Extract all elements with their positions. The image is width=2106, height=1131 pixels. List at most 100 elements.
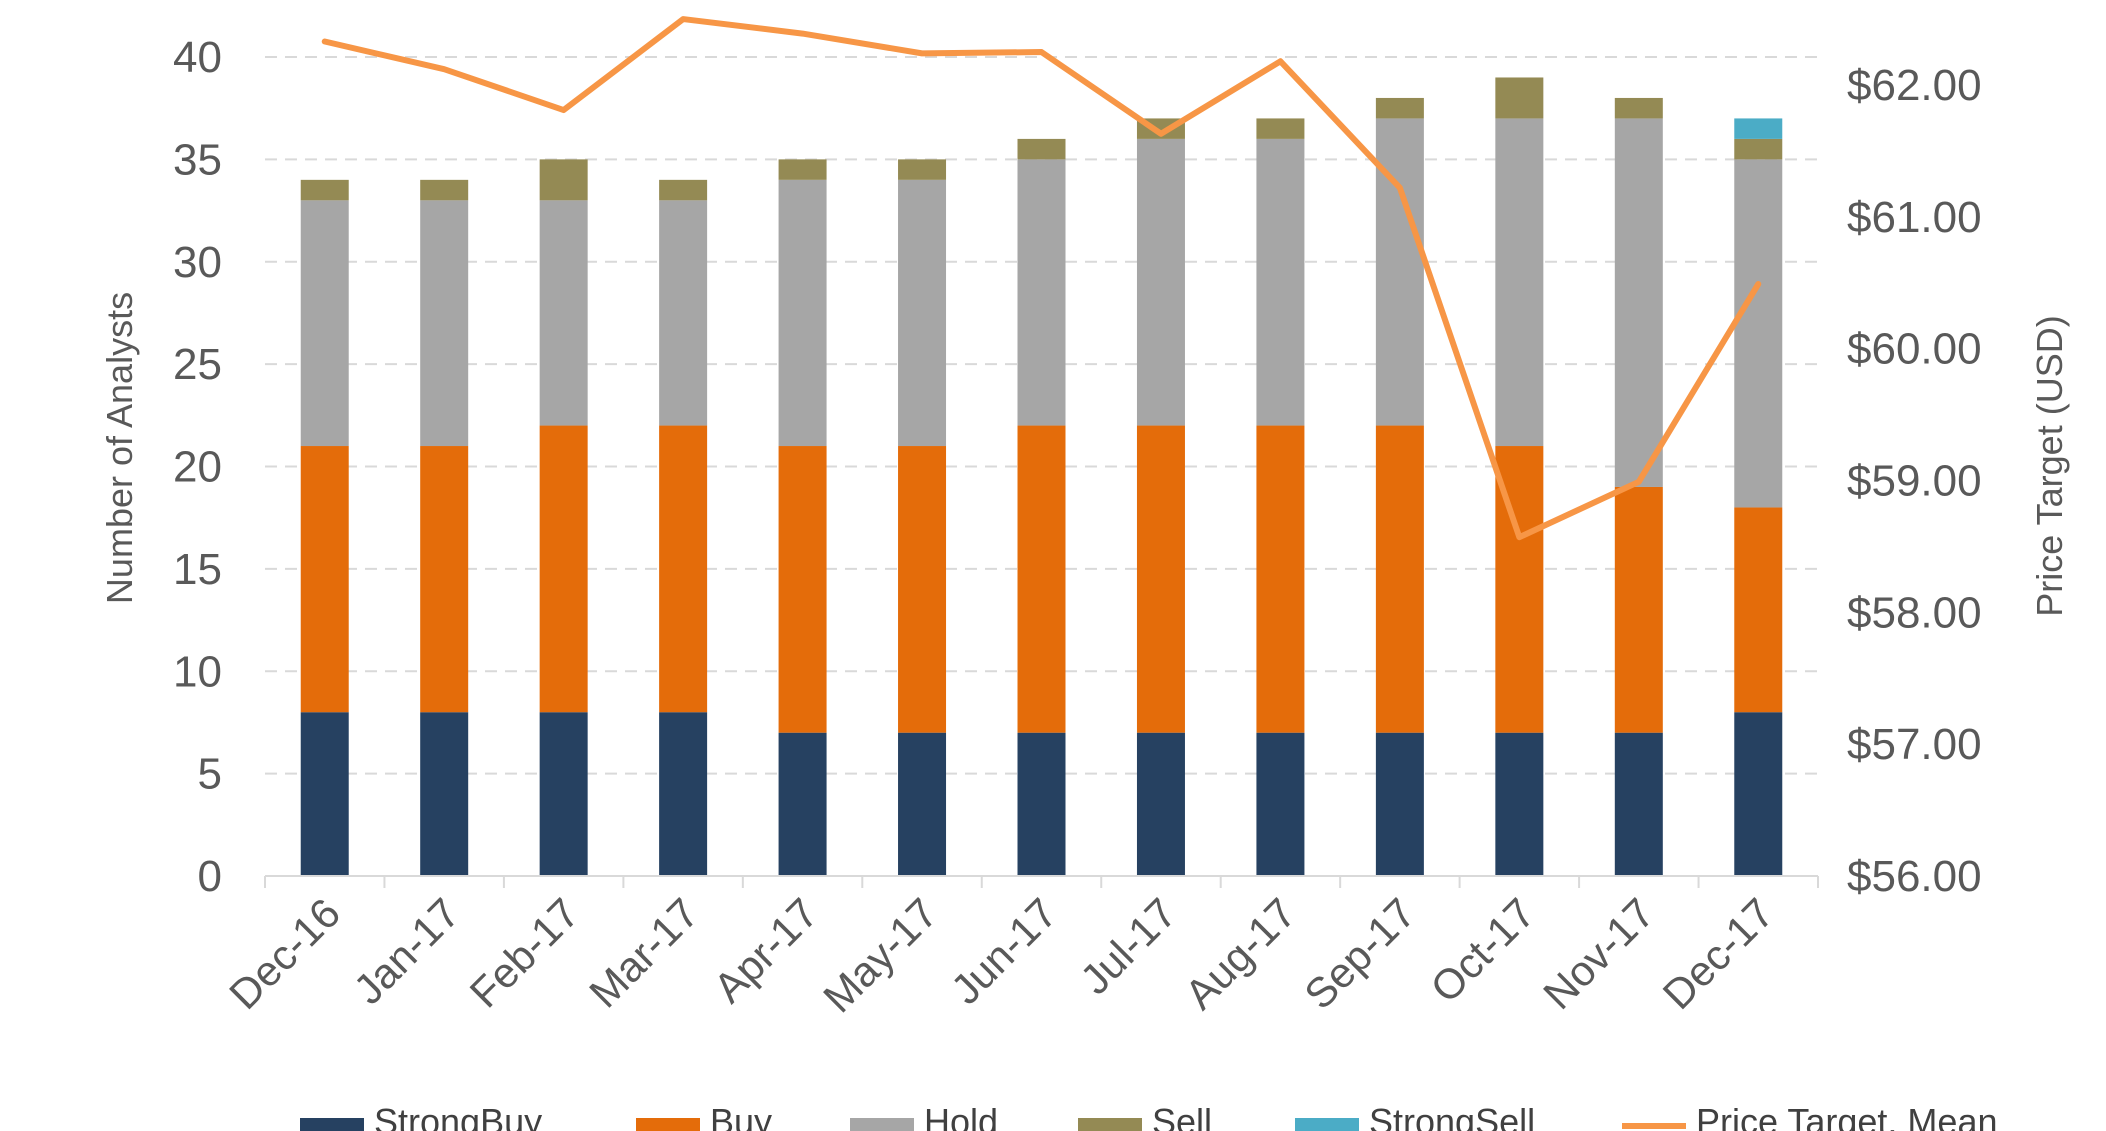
bar-buy	[1614, 486, 1663, 733]
bar-strongbuy	[1375, 732, 1424, 876]
legend-label: Sell	[1152, 1101, 1212, 1131]
bar-buy	[659, 425, 708, 713]
y-tick-label: 20	[173, 443, 222, 492]
y2-tick-label: $62.00	[1847, 61, 1982, 110]
bar-hold	[898, 179, 947, 447]
bar-hold	[778, 179, 827, 447]
bar-sell	[1375, 97, 1424, 119]
bar-strongsell	[1734, 118, 1783, 139]
legend-swatch	[1078, 1118, 1142, 1131]
bar-hold	[1256, 138, 1305, 426]
x-tick-label: Oct-17	[1421, 889, 1543, 1011]
x-axis	[264, 875, 1819, 888]
x-tick-label: Aug-17	[1176, 889, 1305, 1018]
left-axis-title: Number of Analysts	[99, 292, 140, 604]
bar-buy	[539, 425, 588, 713]
bar-sell	[1017, 138, 1066, 160]
x-axis-ticks: Dec-16Jan-17Feb-17Mar-17Apr-17May-17Jun-…	[220, 889, 1783, 1021]
y-tick-label: 35	[173, 135, 222, 184]
price-target-line	[321, 16, 1762, 541]
legend-label: StrongSell	[1369, 1101, 1535, 1131]
bar-strongbuy	[1734, 712, 1783, 876]
bar-strongbuy	[1614, 732, 1663, 876]
bar-buy	[778, 446, 827, 733]
y-tick-label: 40	[173, 33, 222, 82]
bar-sell	[1734, 138, 1783, 160]
right-axis-title: Price Target (USD)	[2029, 315, 2070, 616]
bar-sell	[1495, 77, 1544, 119]
y-tick-label: 5	[198, 750, 222, 799]
legend-label: Hold	[924, 1101, 998, 1131]
bar-hold	[1495, 118, 1544, 447]
y2-tick-label: $56.00	[1847, 852, 1982, 901]
bar-hold	[659, 200, 708, 426]
price-target-line-layer	[321, 16, 1762, 541]
y2-tick-label: $61.00	[1847, 193, 1982, 242]
bar-strongbuy	[1136, 732, 1185, 876]
stacked-bars	[300, 77, 1783, 876]
x-tick-label: Jun-17	[942, 889, 1066, 1013]
bar-buy	[1017, 425, 1066, 733]
y2-tick-label: $59.00	[1847, 457, 1982, 506]
bar-sell	[659, 179, 708, 201]
y2-tick-label: $60.00	[1847, 325, 1982, 374]
bar-strongbuy	[778, 732, 827, 876]
x-tick-label: Jul-17	[1071, 889, 1185, 1003]
bar-sell	[300, 179, 349, 201]
y2-tick-label: $58.00	[1847, 588, 1982, 637]
right-axis-ticks: $56.00 $57.00 $58.00 $59.00 $60.00 $61.00 $62.…	[1847, 61, 1982, 901]
x-tick-label: Nov-17	[1534, 889, 1663, 1018]
legend-swatch	[300, 1118, 364, 1131]
bar-hold	[1017, 159, 1066, 426]
bar-strongbuy	[898, 732, 947, 876]
bar-hold	[420, 200, 469, 447]
bar-hold	[300, 200, 349, 447]
bar-buy	[1136, 425, 1185, 733]
bar-hold	[1734, 159, 1783, 508]
bar-buy	[420, 446, 469, 713]
bar-hold	[1136, 138, 1185, 426]
bar-buy	[300, 446, 349, 713]
legend: StrongBuy Buy Hold Sell StrongSell Price Targ…	[300, 1101, 1997, 1131]
x-tick-label: Sep-17	[1295, 889, 1424, 1018]
y-tick-label: 25	[173, 340, 222, 389]
bar-hold	[539, 200, 588, 426]
left-axis-ticks: 0 5 10 15 20 25 30 35 40	[173, 33, 222, 901]
bar-strongbuy	[659, 712, 708, 876]
legend-label: Price Target, Mean	[1696, 1101, 1997, 1131]
bar-sell	[539, 159, 588, 201]
x-tick-label: Apr-17	[705, 889, 827, 1011]
x-tick-label: May-17	[814, 889, 946, 1021]
y-tick-label: 0	[198, 852, 222, 901]
bar-sell	[778, 159, 827, 180]
x-tick-label: Dec-17	[1654, 889, 1783, 1018]
bar-sell	[898, 159, 947, 180]
bar-sell	[420, 179, 469, 201]
legend-swatch	[636, 1118, 700, 1131]
bar-buy	[898, 446, 947, 733]
y-tick-label: 15	[173, 545, 222, 594]
bar-buy	[1734, 507, 1783, 713]
bar-hold	[1614, 118, 1663, 487]
x-tick-label: Feb-17	[461, 889, 588, 1016]
bar-strongbuy	[1017, 732, 1066, 876]
y2-tick-label: $57.00	[1847, 720, 1982, 769]
y-tick-label: 10	[173, 647, 222, 696]
legend-label: StrongBuy	[374, 1101, 542, 1131]
legend-label: Buy	[710, 1101, 772, 1131]
bar-strongbuy	[1256, 732, 1305, 876]
bar-strongbuy	[300, 712, 349, 876]
x-tick-label: Jan-17	[345, 889, 469, 1013]
bar-hold	[1375, 118, 1424, 426]
bar-sell	[1614, 97, 1663, 119]
bar-strongbuy	[1495, 732, 1544, 876]
y-tick-label: 30	[173, 238, 222, 287]
bar-buy	[1256, 425, 1305, 733]
legend-swatch	[850, 1118, 914, 1131]
bar-buy	[1375, 425, 1424, 733]
bar-strongbuy	[539, 712, 588, 876]
bar-strongbuy	[420, 712, 469, 876]
x-tick-label: Dec-16	[220, 889, 349, 1018]
x-tick-label: Mar-17	[580, 889, 707, 1016]
